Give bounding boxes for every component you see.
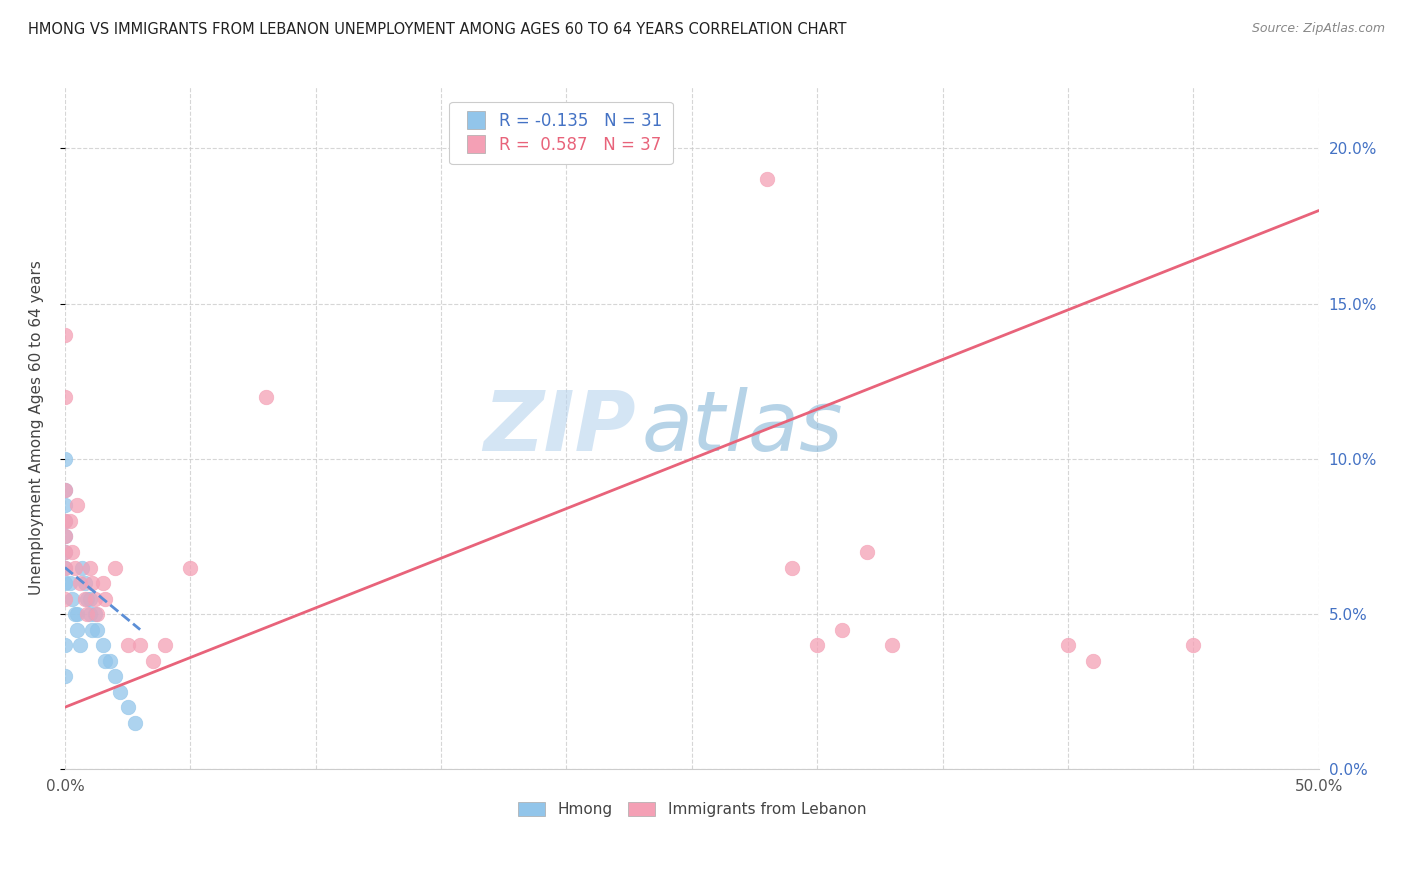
Point bbox=[86, 623, 108, 637]
Point bbox=[59, 514, 82, 528]
Point bbox=[73, 576, 96, 591]
Point bbox=[53, 483, 76, 497]
Point bbox=[53, 483, 76, 497]
Point bbox=[73, 591, 96, 606]
Point bbox=[66, 607, 89, 621]
Point bbox=[129, 638, 152, 652]
Point bbox=[98, 654, 121, 668]
Point bbox=[82, 623, 104, 637]
Point bbox=[69, 576, 91, 591]
Point bbox=[780, 560, 803, 574]
Point bbox=[82, 576, 104, 591]
Point bbox=[1182, 638, 1205, 652]
Point bbox=[63, 607, 86, 621]
Point bbox=[63, 560, 86, 574]
Point bbox=[72, 560, 94, 574]
Point bbox=[1081, 654, 1104, 668]
Point bbox=[53, 390, 76, 404]
Point bbox=[806, 638, 828, 652]
Point bbox=[53, 451, 76, 466]
Point bbox=[66, 623, 89, 637]
Point bbox=[142, 654, 165, 668]
Point bbox=[124, 715, 146, 730]
Point bbox=[76, 607, 98, 621]
Point bbox=[79, 591, 101, 606]
Text: Source: ZipAtlas.com: Source: ZipAtlas.com bbox=[1251, 22, 1385, 36]
Point bbox=[53, 638, 76, 652]
Point bbox=[66, 499, 89, 513]
Point bbox=[53, 529, 76, 543]
Point bbox=[76, 591, 98, 606]
Point bbox=[53, 514, 76, 528]
Legend: Hmong, Immigrants from Lebanon: Hmong, Immigrants from Lebanon bbox=[512, 796, 872, 823]
Point bbox=[62, 591, 84, 606]
Point bbox=[62, 545, 84, 559]
Point bbox=[831, 623, 853, 637]
Point bbox=[1057, 638, 1080, 652]
Point bbox=[155, 638, 177, 652]
Point bbox=[84, 591, 107, 606]
Point bbox=[94, 654, 117, 668]
Point bbox=[179, 560, 201, 574]
Point bbox=[91, 638, 114, 652]
Point bbox=[53, 576, 76, 591]
Point bbox=[254, 390, 277, 404]
Point bbox=[86, 607, 108, 621]
Point bbox=[53, 545, 76, 559]
Point bbox=[104, 669, 127, 683]
Point bbox=[53, 529, 76, 543]
Point bbox=[856, 545, 879, 559]
Point bbox=[53, 560, 76, 574]
Point bbox=[79, 560, 101, 574]
Point bbox=[53, 514, 76, 528]
Point bbox=[117, 638, 139, 652]
Point bbox=[84, 607, 107, 621]
Point bbox=[53, 669, 76, 683]
Y-axis label: Unemployment Among Ages 60 to 64 years: Unemployment Among Ages 60 to 64 years bbox=[30, 260, 44, 595]
Point bbox=[756, 172, 779, 186]
Point bbox=[53, 499, 76, 513]
Point bbox=[53, 327, 76, 342]
Point bbox=[53, 545, 76, 559]
Point bbox=[117, 700, 139, 714]
Point bbox=[53, 560, 76, 574]
Point bbox=[79, 607, 101, 621]
Text: atlas: atlas bbox=[641, 387, 844, 468]
Point bbox=[104, 560, 127, 574]
Point bbox=[91, 576, 114, 591]
Point bbox=[882, 638, 904, 652]
Point bbox=[53, 591, 76, 606]
Text: ZIP: ZIP bbox=[482, 387, 636, 468]
Point bbox=[69, 638, 91, 652]
Point bbox=[108, 684, 131, 698]
Point bbox=[94, 591, 117, 606]
Point bbox=[59, 576, 82, 591]
Text: HMONG VS IMMIGRANTS FROM LEBANON UNEMPLOYMENT AMONG AGES 60 TO 64 YEARS CORRELAT: HMONG VS IMMIGRANTS FROM LEBANON UNEMPLO… bbox=[28, 22, 846, 37]
